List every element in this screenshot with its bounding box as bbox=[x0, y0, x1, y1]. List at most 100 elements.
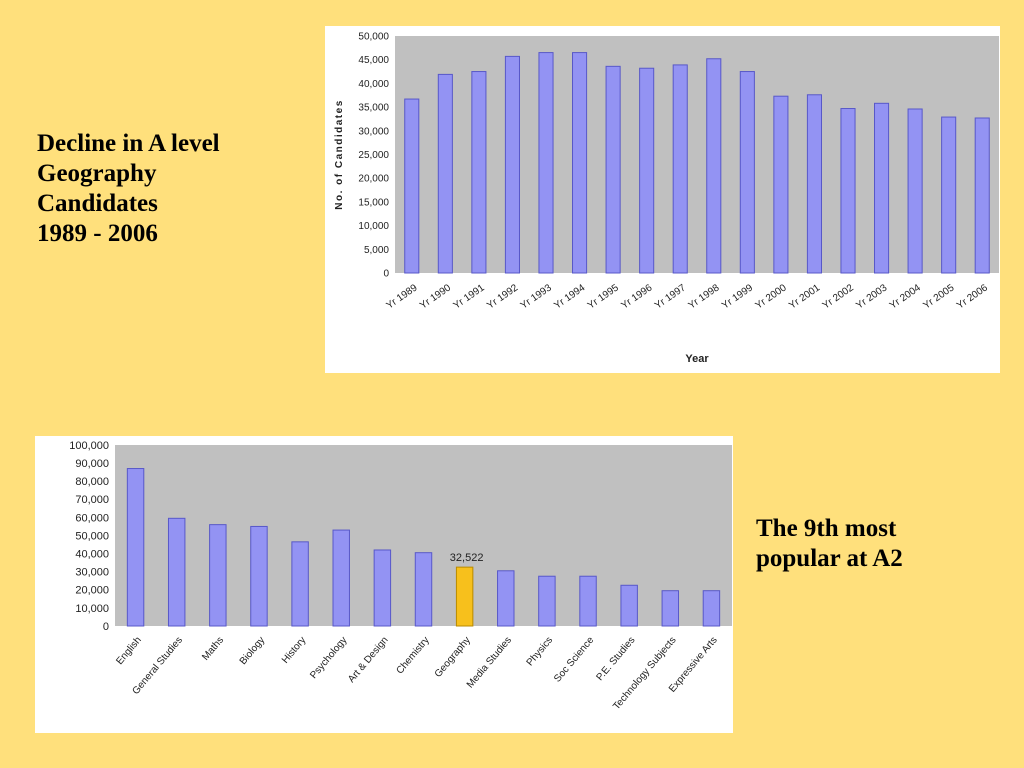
x-tick-label: Maths bbox=[200, 635, 226, 663]
x-tick-label: Physics bbox=[525, 635, 556, 668]
bar bbox=[497, 570, 515, 627]
bar bbox=[126, 468, 145, 627]
bar bbox=[504, 55, 520, 274]
bar bbox=[941, 116, 957, 274]
bar bbox=[661, 590, 680, 627]
bar bbox=[773, 95, 789, 274]
bar bbox=[373, 549, 392, 627]
bar bbox=[250, 525, 268, 627]
x-tick-label: Media Studies bbox=[465, 635, 514, 691]
plot-area bbox=[395, 36, 999, 273]
y-tick-label: 25,000 bbox=[358, 150, 389, 161]
caption-line: The 9th most bbox=[756, 515, 897, 542]
data-label: 32,522 bbox=[450, 552, 484, 564]
bar bbox=[209, 524, 227, 627]
y-tick-label: 40,000 bbox=[358, 79, 389, 90]
caption-line: popular at A2 bbox=[756, 545, 903, 572]
caption-line: Candidates bbox=[37, 190, 158, 217]
y-tick-label: 10,000 bbox=[75, 603, 109, 615]
bar bbox=[806, 94, 822, 274]
x-tick-label: Yr 1989 bbox=[384, 282, 419, 311]
y-tick-label: 70,000 bbox=[75, 494, 109, 506]
bar bbox=[167, 517, 186, 627]
x-tick-label: Yr 1991 bbox=[452, 282, 487, 311]
subject-popularity-chart: 0 10,000 20,000 30,000 40,000 50,000 60,000 70,… bbox=[69, 440, 732, 712]
x-tick-label: Geography bbox=[433, 635, 473, 680]
x-tick-label: Chemistry bbox=[394, 635, 431, 677]
caption-ninth-most-popular: The 9th most popular at A2 bbox=[756, 514, 903, 574]
x-tick-label: Yr 1997 bbox=[653, 282, 688, 311]
x-tick-label: Yr 2001 bbox=[787, 282, 822, 311]
bar bbox=[874, 102, 890, 274]
bar bbox=[706, 58, 722, 274]
bar bbox=[291, 541, 309, 627]
x-tick-label: Yr 1992 bbox=[485, 282, 520, 311]
x-tick-label: Yr 1995 bbox=[586, 282, 621, 311]
chart-panel-subject-popularity: 0 10,000 20,000 30,000 40,000 50,000 60,000 70,… bbox=[35, 436, 733, 733]
caption-line: Geography bbox=[37, 160, 157, 187]
x-tick-label: Yr 1996 bbox=[619, 282, 654, 311]
x-tick-label: Yr 1990 bbox=[418, 282, 453, 311]
bar bbox=[437, 73, 453, 274]
y-tick-label: 10,000 bbox=[358, 221, 389, 232]
chart-panel-candidates-by-year: 0 5,000 10,000 15,000 20,000 25,000 30,000 35,0… bbox=[325, 26, 1000, 373]
bar bbox=[579, 575, 597, 627]
x-tick-label: English bbox=[114, 635, 144, 667]
y-tick-label: 30,000 bbox=[358, 126, 389, 137]
y-tick-label: 80,000 bbox=[75, 476, 109, 488]
x-tick-label: Yr 1999 bbox=[720, 282, 755, 311]
x-tick-label: Yr 1998 bbox=[686, 282, 721, 311]
bar bbox=[702, 590, 721, 627]
x-tick-label: Yr 2005 bbox=[921, 282, 956, 311]
caption-line: Decline in A level bbox=[37, 130, 220, 157]
y-tick-label: 45,000 bbox=[358, 55, 389, 66]
bar bbox=[739, 71, 755, 274]
x-tick-label: P.E. Studies bbox=[594, 635, 637, 683]
y-tick-label: 30,000 bbox=[75, 567, 109, 579]
x-tick-label: Yr 1993 bbox=[519, 282, 554, 311]
y-tick-label: 50,000 bbox=[75, 530, 109, 542]
y-axis-title: No. of Candidates bbox=[334, 99, 345, 210]
caption-decline-geography: Decline in A level Geography Candidates … bbox=[37, 129, 220, 249]
bar-highlight bbox=[455, 566, 474, 627]
bar bbox=[332, 529, 350, 627]
bar bbox=[907, 108, 923, 274]
y-tick-label: 20,000 bbox=[358, 174, 389, 185]
x-tick-label: Yr 1994 bbox=[552, 282, 587, 311]
y-tick-label: 0 bbox=[383, 269, 389, 280]
candidates-by-year-chart: 0 5,000 10,000 15,000 20,000 25,000 30,000 35,0… bbox=[334, 32, 999, 365]
y-tick-label: 35,000 bbox=[358, 103, 389, 114]
y-tick-label: 60,000 bbox=[75, 512, 109, 524]
bar bbox=[974, 117, 990, 274]
y-tick-label: 0 bbox=[103, 621, 109, 633]
x-tick-label: Yr 2002 bbox=[821, 282, 856, 311]
bar bbox=[605, 65, 621, 274]
y-tick-label: 90,000 bbox=[75, 458, 109, 470]
bar bbox=[538, 575, 556, 627]
y-tick-label: 15,000 bbox=[358, 197, 389, 208]
bar bbox=[620, 584, 638, 627]
x-tick-label: Yr 2000 bbox=[754, 282, 789, 311]
caption-line: 1989 - 2006 bbox=[37, 220, 158, 247]
x-tick-label: Art & Design bbox=[346, 635, 391, 685]
x-tick-label: History bbox=[280, 635, 308, 666]
bar bbox=[538, 52, 554, 274]
bar bbox=[639, 67, 655, 274]
bar bbox=[672, 64, 688, 274]
y-tick-label: 100,000 bbox=[69, 440, 109, 452]
x-tick-label: Soc Science bbox=[552, 635, 596, 685]
y-tick-label: 5,000 bbox=[364, 245, 389, 256]
x-tick-label: Yr 2003 bbox=[854, 282, 889, 311]
bar bbox=[840, 108, 856, 274]
x-tick-label: Yr 2006 bbox=[955, 282, 990, 311]
x-axis-title: Year bbox=[685, 353, 709, 365]
x-tick-label: Biology bbox=[238, 635, 268, 667]
x-tick-label: Psychology bbox=[308, 635, 349, 681]
bar bbox=[414, 552, 433, 627]
bar bbox=[572, 52, 588, 274]
y-tick-label: 20,000 bbox=[75, 585, 109, 597]
y-tick-label: 40,000 bbox=[75, 548, 109, 560]
bar bbox=[404, 98, 420, 274]
y-tick-label: 50,000 bbox=[358, 32, 389, 43]
x-tick-label: Yr 2004 bbox=[888, 282, 923, 311]
